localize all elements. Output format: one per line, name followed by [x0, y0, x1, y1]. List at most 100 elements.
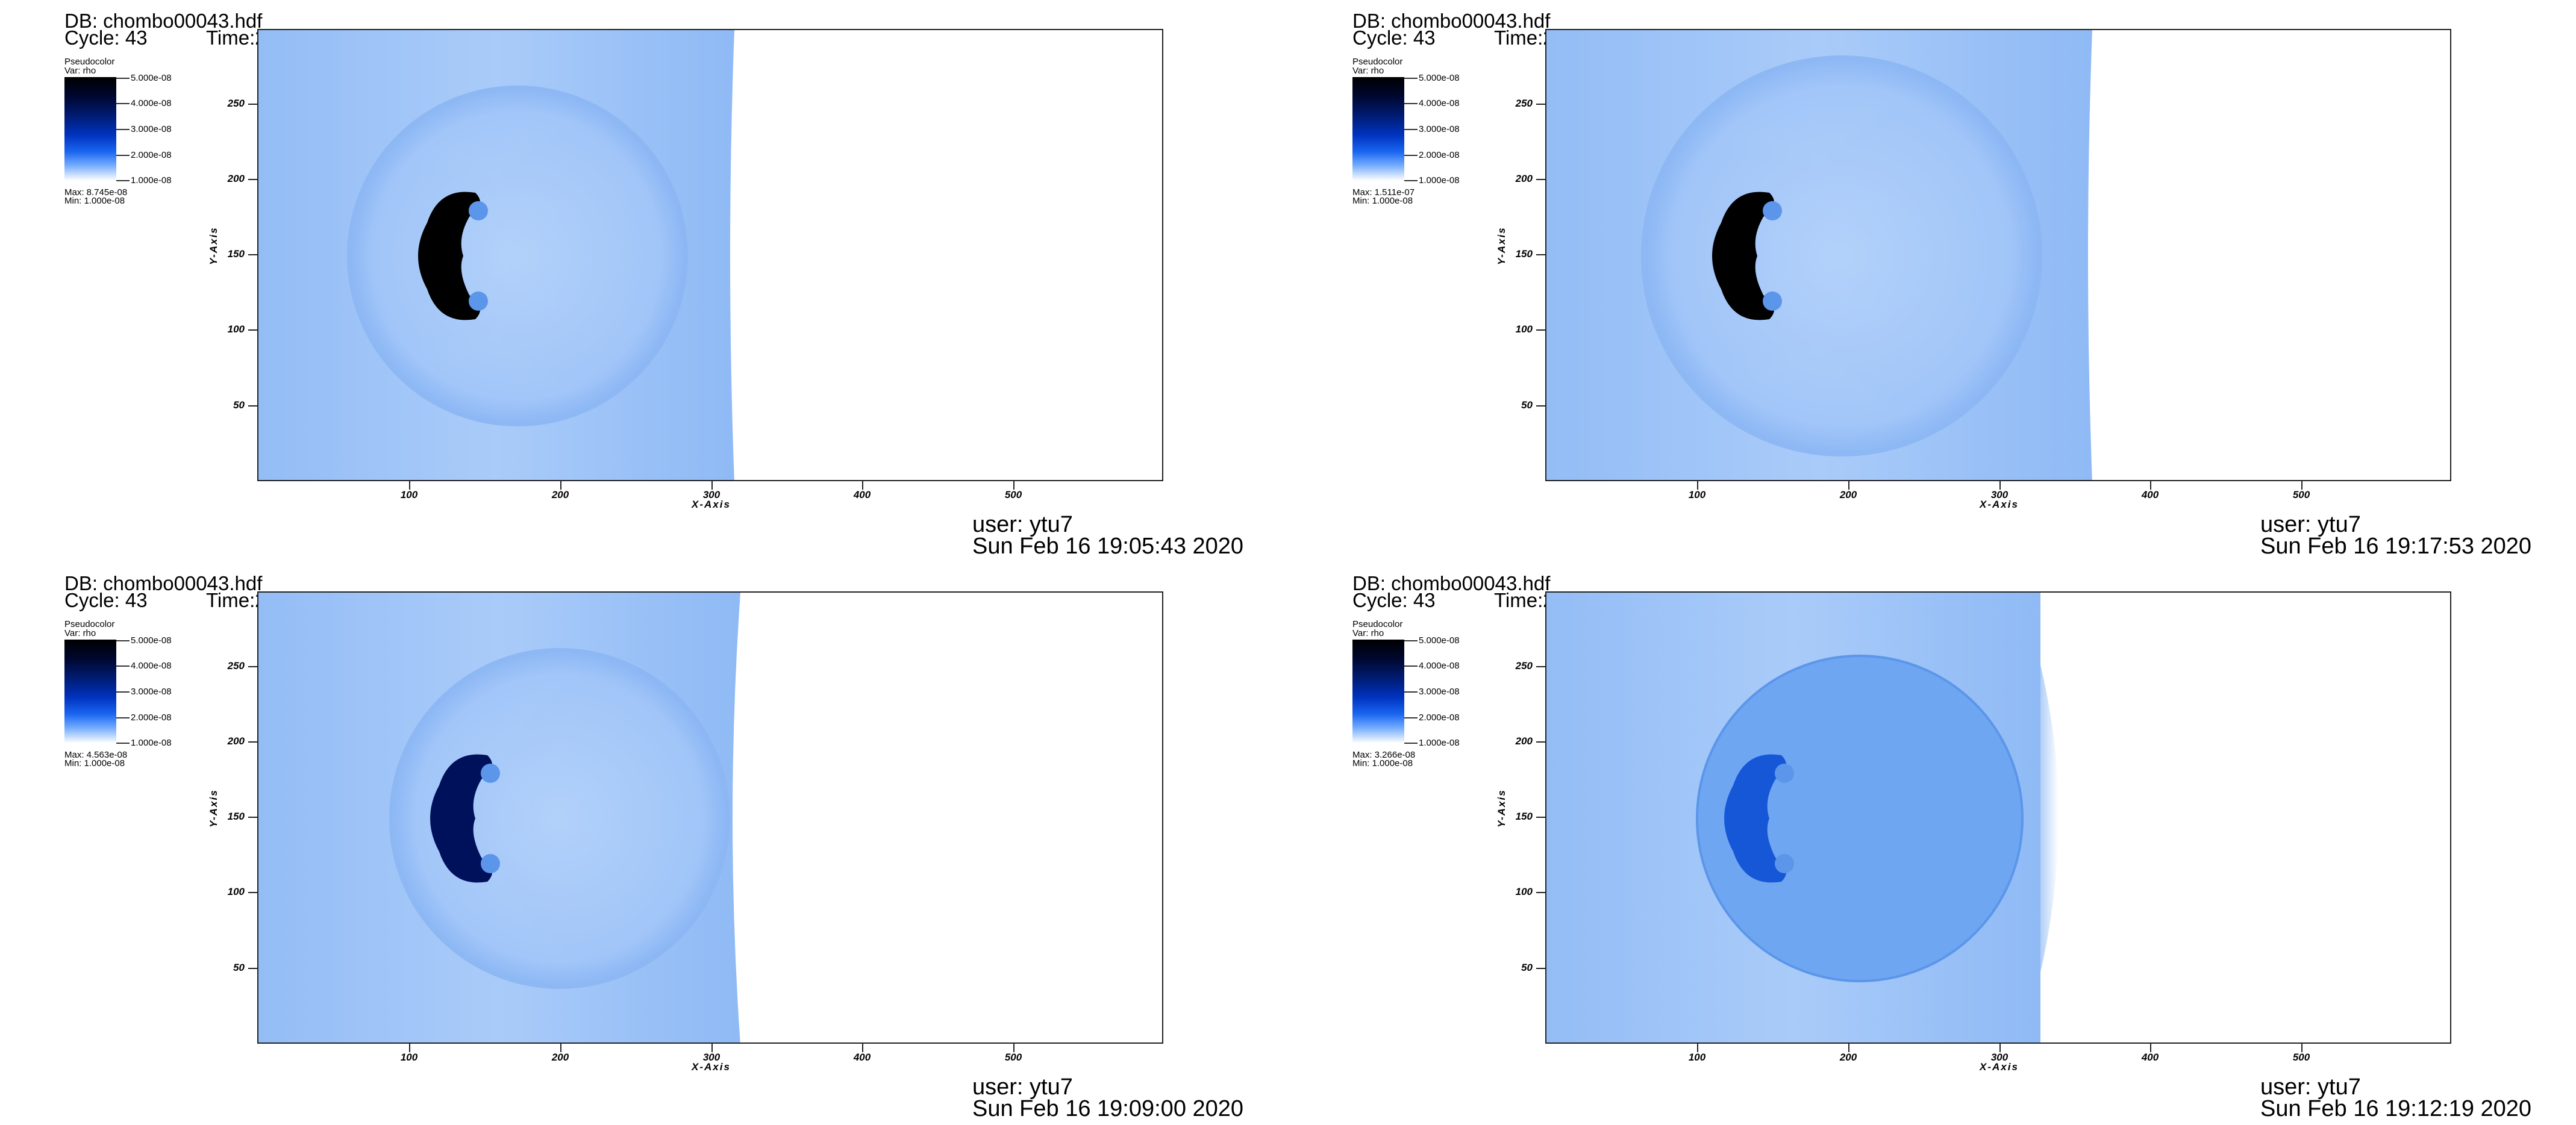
- colorbar-tick: [1404, 665, 1418, 667]
- colorbar-tick: [1404, 717, 1418, 718]
- y-tick: [1536, 666, 1545, 667]
- x-tick: [560, 1044, 561, 1052]
- y-tick: [248, 741, 257, 743]
- x-tick: [1848, 481, 1849, 490]
- cloud-vortex: [469, 201, 488, 220]
- colorbar-tick: [1404, 103, 1418, 104]
- y-tick: [248, 892, 257, 893]
- x-tick: [409, 1044, 410, 1052]
- colorbar-tick: [116, 180, 130, 181]
- y-axis-title: Y-Axis: [1496, 789, 1507, 827]
- x-tick: [2301, 1044, 2302, 1052]
- x-tick: [1999, 481, 2001, 490]
- x-tick-label: 100: [400, 489, 418, 500]
- x-tick: [409, 481, 410, 490]
- colorbar-tick: [1404, 180, 1418, 181]
- legend-plot-type: Pseudocolor: [64, 619, 115, 629]
- cloud: [1712, 192, 1774, 320]
- bow-wake: [2040, 665, 2059, 972]
- plot-area[interactable]: [257, 591, 1163, 1044]
- x-tick-label: 400: [2141, 489, 2159, 500]
- legend-max: Max: 8.745e-08: [64, 187, 128, 198]
- x-tick-label: 400: [2141, 1052, 2159, 1063]
- y-tick-label: 50: [1521, 962, 1533, 973]
- colorbar-tick: [116, 717, 130, 718]
- expanding-shell: [389, 648, 730, 989]
- colorbar-tick-label: 3.000e-08: [1419, 687, 1460, 697]
- colorbar-tick-label: 4.000e-08: [1419, 661, 1460, 671]
- cloud-vortex: [481, 764, 500, 783]
- user-label: user: ytu7: [972, 512, 1073, 537]
- y-tick: [1536, 405, 1545, 407]
- y-axis-title: Y-Axis: [1496, 226, 1507, 265]
- user-label: user: ytu7: [2260, 1074, 2361, 1100]
- legend-variable: Var: rho: [1352, 628, 1384, 638]
- colorbar-tick: [1404, 155, 1418, 156]
- y-tick-label: 50: [233, 399, 245, 411]
- y-axis-title: Y-Axis: [208, 789, 219, 827]
- x-tick-label: 300: [702, 489, 721, 500]
- expanding-shell: [347, 86, 688, 426]
- colorbar-tick-label: 5.000e-08: [1419, 73, 1460, 83]
- cycle-label: Cycle: 43: [1352, 26, 1436, 49]
- plot-area[interactable]: [257, 29, 1163, 481]
- x-tick: [1013, 481, 1014, 490]
- database-label: DB: chombo00043.hdf: [64, 572, 263, 594]
- cloud-vortex: [1763, 291, 1782, 311]
- colorbar-tick-label: 1.000e-08: [131, 738, 172, 748]
- x-tick-label: 100: [1688, 489, 1706, 500]
- y-tick-label: 50: [1521, 399, 1533, 411]
- x-tick-label: 200: [551, 489, 569, 500]
- x-tick-label: 100: [1688, 1052, 1706, 1063]
- colorbar-tick-label: 4.000e-08: [131, 98, 172, 108]
- y-tick-label: 200: [227, 735, 245, 747]
- date-label: Sun Feb 16 19:17:53 2020: [2260, 534, 2532, 559]
- x-tick-label: 500: [2292, 1052, 2310, 1063]
- density-field: [258, 593, 740, 1042]
- y-tick: [248, 254, 257, 255]
- legend-plot-type: Pseudocolor: [1352, 57, 1403, 67]
- y-tick-label: 250: [1515, 98, 1533, 109]
- y-tick: [248, 179, 257, 180]
- database-label: DB: chombo00043.hdf: [64, 10, 263, 32]
- legend-variable: Var: rho: [64, 628, 96, 638]
- expanding-shell: [1641, 55, 2042, 457]
- y-axis-title: Y-Axis: [208, 226, 219, 265]
- cloud-vortex: [1775, 764, 1794, 783]
- x-axis-title: X-Axis: [692, 1061, 731, 1073]
- legend-min: Min: 1.000e-08: [1352, 196, 1413, 206]
- x-axis-title: X-Axis: [692, 499, 731, 510]
- density-field: [1546, 30, 2092, 480]
- x-tick: [862, 481, 863, 490]
- expanding-shell: [1696, 655, 2024, 982]
- colorbar-tick-label: 2.000e-08: [131, 150, 172, 160]
- y-tick-label: 200: [1515, 173, 1533, 184]
- density-field: [1546, 593, 2059, 1042]
- x-tick: [2150, 481, 2151, 490]
- colorbar: [64, 77, 116, 181]
- colorbar-tick: [116, 78, 130, 79]
- colorbar-tick: [1404, 640, 1418, 641]
- x-tick-label: 200: [1839, 489, 1857, 500]
- y-tick-label: 250: [1515, 660, 1533, 672]
- database-label: DB: chombo00043.hdf: [1352, 10, 1551, 32]
- y-tick-label: 250: [227, 660, 245, 672]
- y-tick-label: 200: [227, 173, 245, 184]
- x-axis-title: X-Axis: [1980, 499, 2019, 510]
- cloud: [430, 754, 492, 883]
- colorbar-tick-label: 3.000e-08: [131, 687, 172, 697]
- x-tick-label: 200: [1839, 1052, 1857, 1063]
- y-tick-label: 150: [1515, 811, 1533, 822]
- density-field: [258, 30, 734, 480]
- plot-area[interactable]: [1545, 29, 2451, 481]
- x-tick-label: 400: [853, 1052, 871, 1063]
- y-tick: [248, 968, 257, 969]
- colorbar-tick-label: 4.000e-08: [1419, 98, 1460, 108]
- x-tick: [560, 481, 561, 490]
- legend-max: Max: 3.266e-08: [1352, 750, 1416, 760]
- plot-area[interactable]: [1545, 591, 2451, 1044]
- colorbar-tick: [1404, 691, 1418, 693]
- colorbar-tick: [1404, 743, 1418, 744]
